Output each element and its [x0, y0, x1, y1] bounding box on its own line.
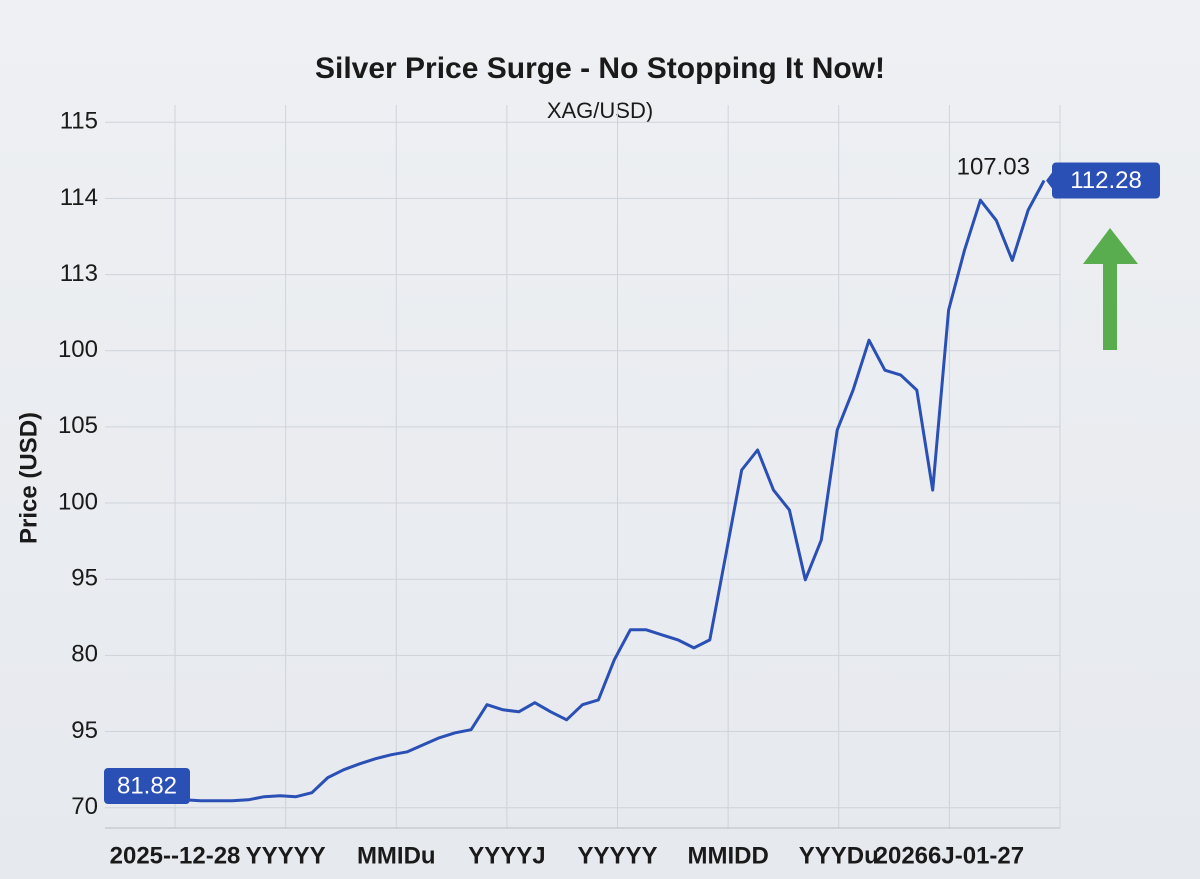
y-tick-label: 115: [60, 108, 98, 135]
chart-subtitle: XAG/USD): [547, 98, 653, 123]
y-tick-label: 114: [60, 184, 98, 211]
price-line: [104, 179, 1046, 803]
x-tick-label: MMIDu: [357, 842, 436, 869]
x-tick-label: YYYYY: [577, 842, 657, 869]
arrow-shaft: [1103, 262, 1117, 350]
x-tick-label: 20266J-01-27: [875, 842, 1024, 869]
x-tick-label: YYYYJ: [468, 842, 545, 869]
y-tick-label: 80: [71, 641, 98, 668]
chart-title: Silver Price Surge - No Stopping It Now!: [315, 52, 885, 85]
x-tick-label: MMIDD: [687, 842, 768, 869]
up-arrow: [1083, 228, 1138, 350]
y-tick-label: 113: [60, 260, 98, 287]
arrow-head: [1083, 228, 1138, 264]
x-tick-label: YYYDu: [799, 842, 879, 869]
start-label: 81.82: [117, 772, 177, 799]
y-tick-label: 100: [58, 488, 98, 515]
x-tick-label: YYYYY: [246, 842, 326, 869]
y-tick-label: 70: [71, 793, 98, 820]
start-label-box: [104, 768, 190, 804]
y-tick-label: 95: [71, 565, 98, 592]
y-axis-label: Price (USD): [15, 412, 42, 544]
annotation: 107.03: [957, 153, 1030, 180]
end-label-box: [1052, 162, 1160, 199]
y-tick-label: 100: [58, 336, 98, 363]
y-tick-label: 95: [71, 717, 98, 744]
end-label: 112.28: [1070, 167, 1142, 194]
y-tick-label: 105: [58, 412, 98, 439]
x-tick-label: 2025--12-28: [110, 842, 241, 869]
